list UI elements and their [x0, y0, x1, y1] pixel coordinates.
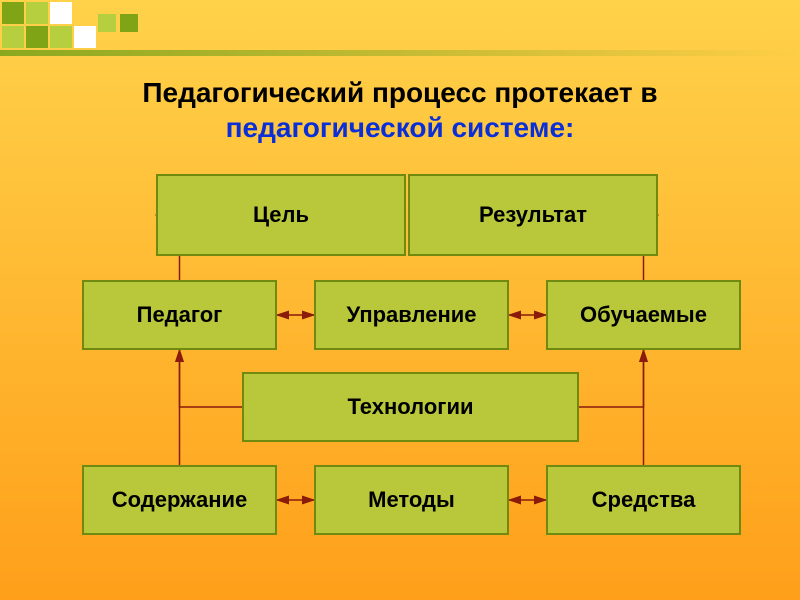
deco-square	[26, 26, 48, 48]
deco-square	[2, 26, 24, 48]
deco-square	[98, 14, 116, 32]
node-methods: Методы	[314, 465, 509, 535]
node-content: Содержание	[82, 465, 277, 535]
node-label: Управление	[346, 302, 476, 328]
deco-stripe	[0, 50, 800, 56]
slide: Педагогический процесс протекает в педаг…	[0, 0, 800, 600]
node-label: Цель	[253, 202, 309, 228]
edge	[579, 350, 644, 407]
edge	[180, 350, 243, 407]
deco-square	[50, 26, 72, 48]
node-result: Результат	[408, 174, 658, 256]
node-label: Технологии	[347, 394, 473, 420]
title-line-1: Педагогический процесс протекает в	[40, 75, 760, 110]
node-learners: Обучаемые	[546, 280, 741, 350]
node-label: Педагог	[137, 302, 223, 328]
node-means: Средства	[546, 465, 741, 535]
deco-square	[120, 14, 138, 32]
node-label: Методы	[368, 487, 455, 513]
diagram: Цель Результат Педагог Управление Обучаемые Т…	[0, 160, 800, 560]
node-label: Содержание	[112, 487, 248, 513]
deco-square	[2, 2, 24, 24]
deco-square	[26, 2, 48, 24]
node-teacher: Педагог	[82, 280, 277, 350]
node-label: Результат	[479, 202, 587, 228]
node-label: Обучаемые	[580, 302, 707, 328]
node-management: Управление	[314, 280, 509, 350]
node-label: Средства	[592, 487, 696, 513]
title-line-2: педагогической системе:	[40, 110, 760, 145]
deco-square	[50, 2, 72, 24]
deco-square	[74, 26, 96, 48]
node-goal: Цель	[156, 174, 406, 256]
node-tech: Технологии	[242, 372, 579, 442]
slide-title: Педагогический процесс протекает в педаг…	[40, 75, 760, 145]
